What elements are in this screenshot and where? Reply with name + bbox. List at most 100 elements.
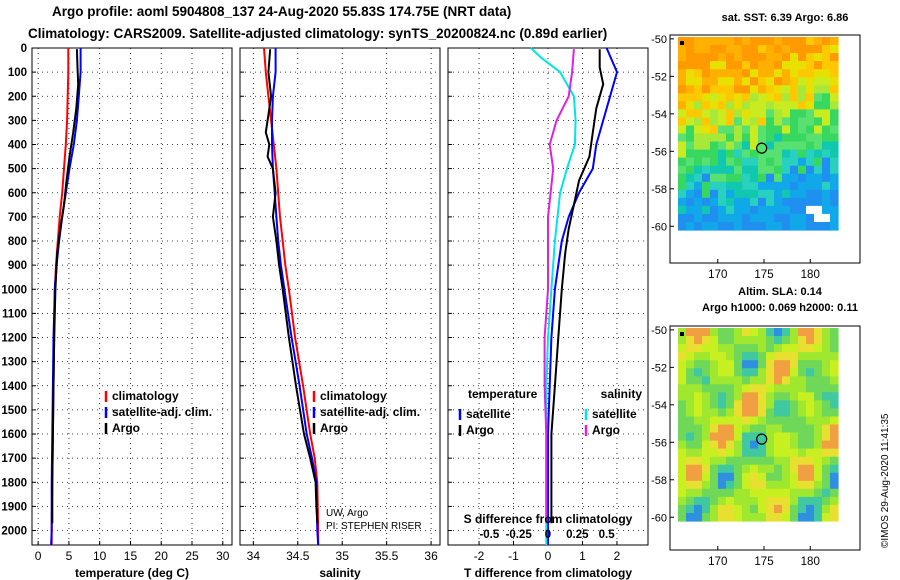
map-cell xyxy=(814,181,823,191)
map-cell xyxy=(694,488,703,498)
map-cell xyxy=(710,424,719,434)
map-cell xyxy=(734,197,743,207)
map-cell xyxy=(742,109,751,118)
map-cell xyxy=(822,480,831,490)
panel-difference: -2 -1 0 1 2 T difference from climatology temp… xyxy=(447,47,649,580)
lat-tick-label: -54 xyxy=(651,109,667,121)
map-cell xyxy=(822,328,831,337)
map-cell xyxy=(718,352,727,361)
map-cell xyxy=(774,197,783,207)
map-cell xyxy=(742,464,751,474)
map-cell xyxy=(822,472,831,482)
map-cell xyxy=(798,77,807,86)
map-cell xyxy=(678,45,687,54)
map-cell xyxy=(678,222,687,231)
map-cell xyxy=(822,213,831,223)
map-cell xyxy=(686,141,695,151)
map-cell xyxy=(774,93,783,102)
map-cell xyxy=(774,336,783,345)
map-cell xyxy=(822,504,831,514)
map-cell xyxy=(734,408,743,417)
map-cell xyxy=(798,149,807,159)
map-cell xyxy=(774,85,783,94)
map-cell xyxy=(806,488,815,498)
map-cell xyxy=(678,53,687,62)
map-cell xyxy=(798,496,807,506)
lon-tick-label: 180 xyxy=(801,269,820,281)
map-cell xyxy=(814,222,823,231)
map-cell xyxy=(822,424,831,434)
panel-salinity: 34 34.5 35 35.5 36 salinity climatology satelli… xyxy=(239,47,441,580)
map-cell xyxy=(702,157,711,167)
map-cell xyxy=(790,496,799,506)
map-cell xyxy=(726,424,735,434)
map-cell xyxy=(814,424,823,434)
map-cell xyxy=(790,360,799,369)
map-cell xyxy=(790,222,799,231)
map-cell xyxy=(790,440,799,450)
map-cell xyxy=(742,181,751,191)
map-cell xyxy=(742,360,751,369)
map-cell xyxy=(766,125,775,135)
map-cell xyxy=(734,61,743,70)
legend-label: Argo xyxy=(466,423,494,437)
map-cell xyxy=(758,400,767,409)
map-sla: -50 -52 -54 -56 -58 -60 170 175 180 xyxy=(651,325,861,568)
map-cell xyxy=(742,416,751,426)
map-cell xyxy=(702,480,711,490)
map-cell xyxy=(678,157,687,167)
map-cell xyxy=(750,45,759,54)
depth-tick-label: 1200 xyxy=(1,333,27,345)
map-cell xyxy=(686,85,695,94)
map-cell xyxy=(806,37,815,46)
map-cell xyxy=(742,45,751,54)
map-cell xyxy=(814,480,823,490)
map-cell xyxy=(758,336,767,345)
map-cell xyxy=(718,157,727,167)
lon-tick-label: 175 xyxy=(754,269,773,281)
map-cell xyxy=(814,77,823,86)
map-cell xyxy=(726,222,735,231)
map-cell xyxy=(718,424,727,434)
map-cell xyxy=(766,157,775,167)
map-cell xyxy=(790,109,799,118)
map-cell xyxy=(678,384,687,393)
map-cell xyxy=(822,392,831,401)
map-cell xyxy=(742,352,751,361)
map-cell xyxy=(798,368,807,377)
map-cell xyxy=(710,488,719,498)
map-cell xyxy=(702,93,711,102)
map-cell xyxy=(694,93,703,102)
map-cell xyxy=(694,384,703,393)
map-cell xyxy=(830,69,839,78)
map-cell xyxy=(718,149,727,159)
map-cell xyxy=(798,513,807,522)
map-cell xyxy=(750,408,759,417)
map-cell xyxy=(734,93,743,102)
map-cell xyxy=(686,464,695,474)
map-cell xyxy=(806,117,815,126)
depth-tick-label: 700 xyxy=(8,212,27,224)
map-cell xyxy=(830,456,839,466)
map-cell xyxy=(694,117,703,126)
map-cell xyxy=(774,352,783,361)
map-cell xyxy=(766,448,775,458)
map-cell xyxy=(774,456,783,466)
depth-tick-label: 1800 xyxy=(1,477,27,489)
map-cell xyxy=(814,376,823,385)
map-cell xyxy=(806,77,815,86)
map-cell xyxy=(774,400,783,409)
map-cell xyxy=(726,440,735,450)
map-cell xyxy=(726,480,735,490)
map-cell xyxy=(726,189,735,199)
map-cell xyxy=(702,85,711,94)
map-cell xyxy=(782,117,791,126)
map-cell xyxy=(686,125,695,135)
map-cell xyxy=(822,181,831,191)
map-cell xyxy=(782,424,791,434)
map-cell xyxy=(782,213,791,223)
map-cell xyxy=(678,504,687,514)
map-cell xyxy=(782,352,791,361)
map-cell xyxy=(790,125,799,135)
map-cell xyxy=(718,432,727,442)
